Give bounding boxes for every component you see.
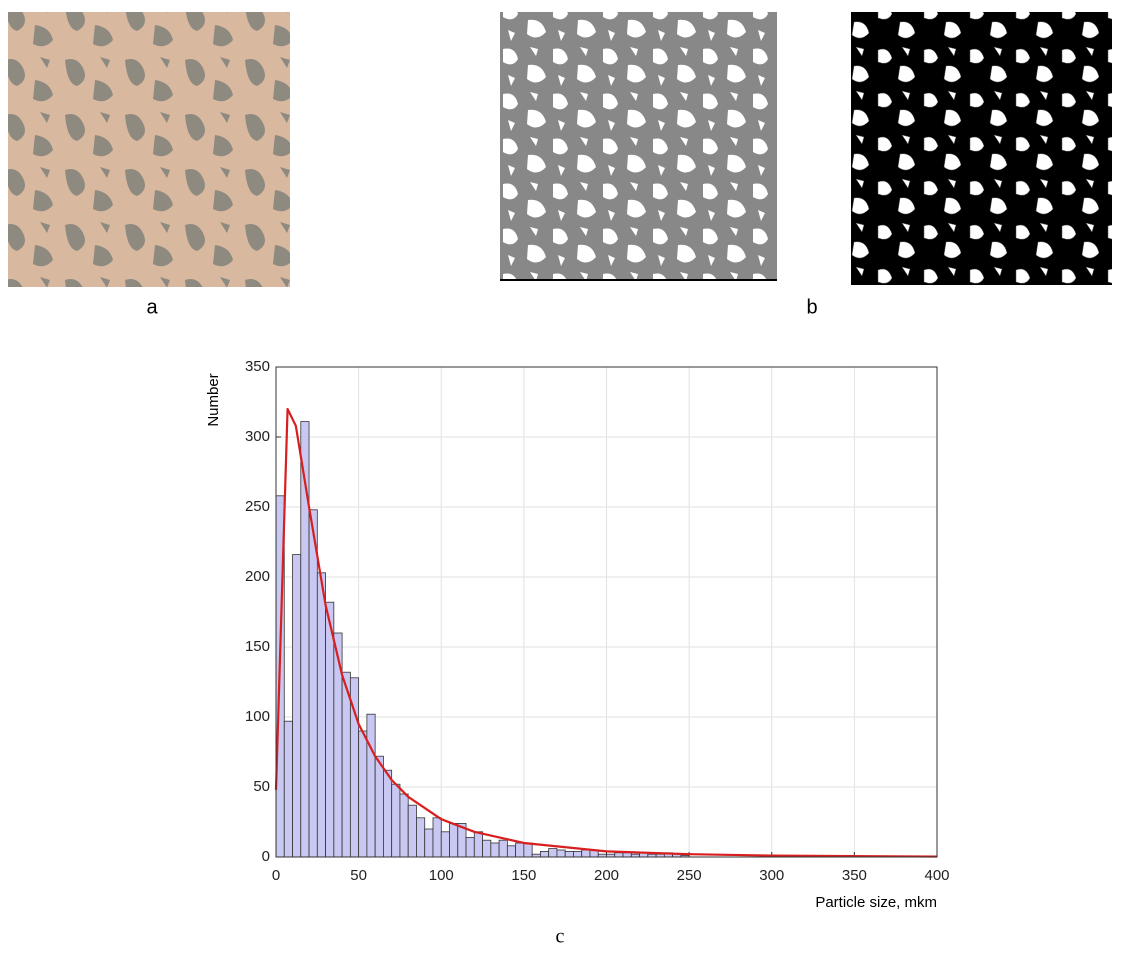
histogram-bar bbox=[366, 713, 376, 858]
panel-label: a bbox=[146, 296, 158, 318]
x-tick-label: 300 bbox=[759, 867, 784, 884]
histogram-bar bbox=[564, 851, 574, 858]
y-tick-label: 100 bbox=[245, 708, 270, 725]
y-tick-label: 250 bbox=[245, 498, 270, 515]
histogram-bar bbox=[374, 755, 384, 858]
y-tick-label: 350 bbox=[245, 358, 270, 375]
x-tick-label: 200 bbox=[594, 867, 619, 884]
histogram-bar bbox=[548, 848, 558, 858]
histogram-bar bbox=[440, 831, 450, 858]
histogram-bar bbox=[473, 831, 483, 858]
histogram-bar bbox=[341, 671, 351, 858]
y-tick-label: 0 bbox=[262, 848, 270, 865]
plot-frame bbox=[275, 366, 938, 858]
x-tick-label: 100 bbox=[429, 867, 454, 884]
histogram-bar bbox=[399, 793, 409, 858]
histogram-bar bbox=[622, 852, 632, 858]
particles-image bbox=[851, 12, 1112, 285]
histogram-bar bbox=[316, 572, 326, 858]
histogram-bar bbox=[482, 839, 492, 858]
panel-label: c bbox=[556, 926, 565, 948]
x-tick-label: 150 bbox=[511, 867, 536, 884]
y-tick-label: 200 bbox=[245, 568, 270, 585]
x-tick-label: 350 bbox=[842, 867, 867, 884]
histogram-bar bbox=[432, 817, 442, 858]
x-axis-label: Particle size, mkm bbox=[815, 894, 937, 911]
histogram-bar bbox=[573, 851, 583, 858]
segmented-image bbox=[500, 12, 777, 280]
y-axis-label: Number bbox=[205, 373, 222, 426]
histogram-bar bbox=[465, 837, 475, 858]
histogram-bar bbox=[424, 828, 434, 858]
y-tick-label: 150 bbox=[245, 638, 270, 655]
histogram-bar bbox=[523, 842, 533, 858]
panel-label: b bbox=[806, 296, 817, 318]
histogram-bar bbox=[490, 842, 500, 858]
histogram-bar bbox=[556, 849, 566, 858]
plot-area: 0 50 100 150 200 250 300 350 0 50 100 150 200 250 300 3… bbox=[245, 358, 950, 884]
histogram-bar bbox=[614, 852, 624, 858]
histogram-bar bbox=[506, 845, 517, 858]
histogram-bar bbox=[498, 839, 508, 858]
x-tick-label: 0 bbox=[272, 867, 280, 884]
histogram-bar bbox=[292, 554, 302, 858]
histogram-bar bbox=[416, 817, 426, 858]
histogram-bar bbox=[308, 509, 318, 858]
x-tick-label: 400 bbox=[924, 867, 949, 884]
histogram-bar bbox=[515, 842, 525, 858]
histogram-bar bbox=[449, 823, 459, 858]
fit-curve bbox=[274, 407, 938, 858]
histogram-bar bbox=[283, 720, 293, 858]
histogram-bar bbox=[540, 851, 550, 858]
histogram-bar bbox=[383, 769, 393, 858]
y-tick-label: 300 bbox=[245, 428, 270, 445]
histogram-bar bbox=[391, 783, 401, 858]
histogram-bar bbox=[358, 730, 368, 858]
histogram-bar bbox=[407, 804, 417, 858]
y-tick-label: 50 bbox=[253, 778, 270, 795]
x-tick-label: 50 bbox=[350, 867, 367, 884]
histogram-bar bbox=[325, 601, 335, 858]
x-tick-label: 250 bbox=[677, 867, 702, 884]
histogram-bar bbox=[581, 849, 591, 858]
micrograph-image bbox=[8, 12, 290, 287]
